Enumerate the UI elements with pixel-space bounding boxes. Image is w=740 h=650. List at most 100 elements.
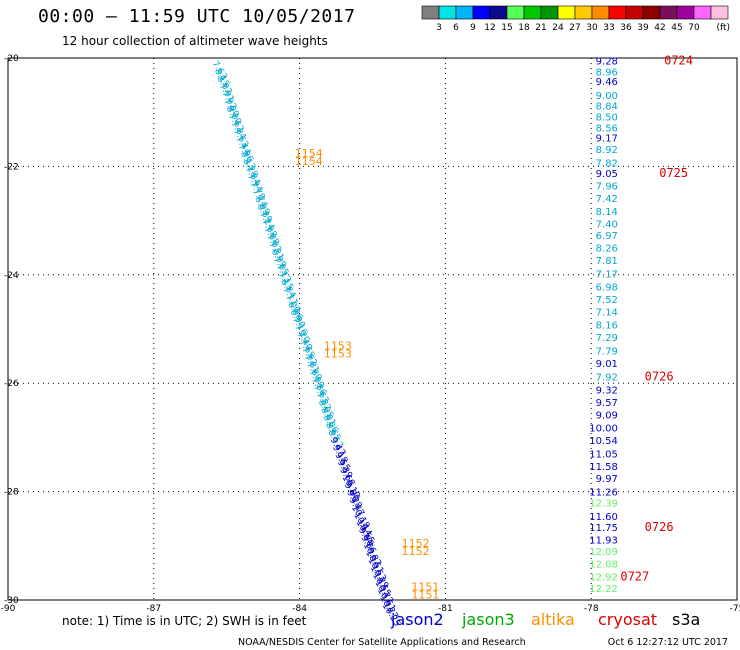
colorbar-tick-label: 15 <box>501 23 512 33</box>
swh-value-label: 7.82 <box>596 159 618 170</box>
pass-time-label: 1154 <box>295 155 323 168</box>
swh-value-label: 11.26 <box>589 488 618 499</box>
colorbar-swatch <box>506 5 525 20</box>
pass-time-label: 0724 <box>664 54 693 68</box>
pass-time-label: 0726 <box>645 370 674 384</box>
colorbar-swatch <box>472 5 491 20</box>
pass-time-label: 1151 <box>411 580 439 593</box>
colorbar-tick-label: 42 <box>654 23 665 33</box>
colorbar-tick-label: 3 <box>436 23 442 33</box>
footer-note: note: 1) Time is in UTC; 2) SWH is in fe… <box>62 614 307 628</box>
legend-jason3: jason3 <box>461 610 515 629</box>
swh-value-label: 7.40 <box>596 219 618 230</box>
x-tick-label: -84 <box>292 604 307 614</box>
colorbar-tick-label: 36 <box>620 23 632 33</box>
colorbar-swatch <box>642 5 661 20</box>
swh-value-label: 6.98 <box>596 283 618 294</box>
colorbar-swatch <box>676 5 695 20</box>
swh-value-label: 7.14 <box>596 308 618 319</box>
legend-cryosat: cryosat <box>598 610 657 629</box>
swh-value-label: 8.16 <box>596 321 618 332</box>
colorbar-tick-label: 12 <box>484 23 495 33</box>
swh-value-label: 11.75 <box>589 523 618 534</box>
swh-value-label: 8.26 <box>596 244 618 255</box>
colorbar-tick-label: 18 <box>518 23 530 33</box>
swh-value-label: 9.32 <box>596 386 618 397</box>
swh-value-label: 12.39 <box>589 498 618 509</box>
colorbar-swatch <box>591 5 610 20</box>
colorbar-tick-label: 21 <box>535 23 546 33</box>
pass-time-label: 0725 <box>659 166 688 180</box>
swh-value-label: 10.54 <box>589 436 618 447</box>
y-tick-label: -24 <box>4 271 19 281</box>
colorbar-swatch <box>489 5 508 20</box>
swh-value-label: 8.56 <box>596 123 618 134</box>
colorbar-swatch <box>540 5 559 20</box>
swh-value-label: 12.08 <box>589 560 618 571</box>
footer: note: 1) Time is in UTC; 2) SWH is in fe… <box>62 610 728 648</box>
colorbar-swatch <box>625 5 644 20</box>
color-scale-bar: 3 6 9 12 15 18 21 24 27 30 33 36 39 42 45 70 (ft) <box>421 5 730 33</box>
credit-text: NOAA/NESDIS Center for Satellite Applica… <box>238 637 526 648</box>
pass-time-label: 0727 <box>620 570 649 584</box>
timestamp-text: Oct 6 12:27:12 UTC 2017 <box>608 637 728 648</box>
colorbar-swatch <box>438 5 457 20</box>
swh-value-label: 9.09 <box>596 411 618 422</box>
colorbar-swatch <box>659 5 678 20</box>
swh-value-label: 9.46 <box>596 77 618 88</box>
swh-value-label: 12.09 <box>589 547 618 558</box>
legend-s3a: s3a <box>672 610 700 629</box>
colorbar-tick-label: 33 <box>603 23 614 33</box>
colorbar-swatch <box>557 5 576 20</box>
swh-value-label: 12.92 <box>589 573 618 584</box>
colorbar-swatch <box>455 5 474 20</box>
x-tick-label: -81 <box>438 604 453 614</box>
colorbar-swatch <box>608 5 627 20</box>
plot-grid <box>7 57 738 601</box>
swh-value-label: 10.00 <box>589 424 618 435</box>
legend-altika: altika <box>531 610 575 629</box>
y-tick-label: -22 <box>4 162 19 172</box>
western-track: 7.638.158.027.917.927.908.007.627.847.63… <box>210 59 440 628</box>
colorbar-tick-label: 39 <box>637 23 649 33</box>
swh-value-label: 9.57 <box>596 398 618 409</box>
swh-value-label: 6.97 <box>596 231 618 242</box>
swh-value-label: 8.96 <box>596 68 618 79</box>
eastern-track: 9.288.969.46 9.008.848.508.569.178.92 7.82… <box>589 54 693 595</box>
y-tick-label: -28 <box>4 488 19 498</box>
swh-value-label: 8.92 <box>596 145 618 156</box>
x-tick-label: -75 <box>730 604 740 614</box>
pass-time-label: 1153 <box>324 339 352 352</box>
pass-time-label: 1152 <box>402 545 430 558</box>
swh-value-label: 9.00 <box>596 91 618 102</box>
swh-value-label: 8.50 <box>596 113 618 124</box>
swh-value-label: 7.29 <box>596 333 618 344</box>
pass-time-label: 1152 <box>402 537 430 550</box>
swh-value-label: 7.96 <box>596 181 618 192</box>
y-tick-label: -30 <box>4 596 19 606</box>
x-tick-label: -87 <box>146 604 161 614</box>
plot-axes: -90 -87 -84 -81 -78 -75 -20 -22 -24 -26 -28 -30 <box>1 54 740 614</box>
swh-value-label: 9.97 <box>596 474 618 485</box>
colorbar-swatch <box>693 5 712 20</box>
colorbar-tick-label: 45 <box>671 23 682 33</box>
pass-time-label: 1153 <box>324 347 352 360</box>
pass-time-label: 0726 <box>645 520 674 534</box>
colorbar-swatch <box>523 5 542 20</box>
swh-value-label: 11.58 <box>589 462 618 473</box>
plot-frame <box>7 57 738 601</box>
pass-time-label: 1151 <box>411 589 439 602</box>
swh-value-label: 7.79 <box>596 347 618 358</box>
swh-value-label: 8.14 <box>596 207 618 218</box>
x-tick-label: -78 <box>584 604 599 614</box>
swh-value-label: 7.42 <box>596 194 618 205</box>
colorbar-tick-label: 6 <box>453 23 459 33</box>
swh-value-label: 11.93 <box>589 535 618 546</box>
colorbar-swatch <box>710 5 729 20</box>
colorbar-tick-label: 9 <box>470 23 476 33</box>
swh-value-label: 7.17 <box>596 270 618 281</box>
swh-value-label: 9.28 <box>596 57 618 68</box>
swh-value-label: 9.01 <box>596 359 618 370</box>
colorbar-swatch <box>574 5 593 20</box>
pass-time-label: 1154 <box>295 147 323 160</box>
